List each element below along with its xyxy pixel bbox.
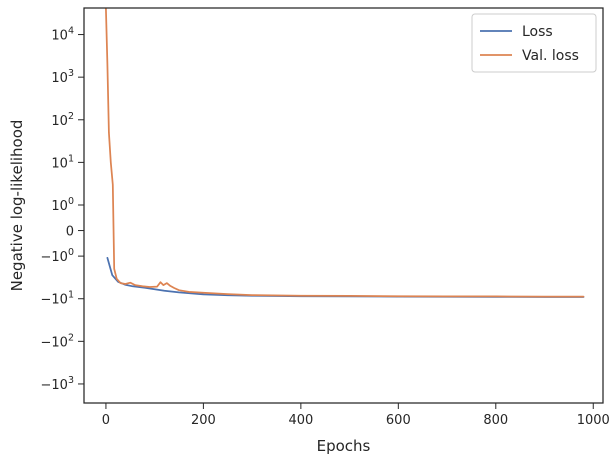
x-tick-label: 400 [288,413,313,428]
series-line-loss [106,257,585,298]
y-tick-label: 0 [66,225,74,240]
plot-frame [83,7,604,404]
x-axis-ticks: 0 200 400 600 800 1000 [102,403,610,428]
y-tick-label: 104 [51,26,74,44]
y-tick-label: −100 [41,247,74,265]
y-tick-label: −103 [41,375,74,393]
y-tick-label: 103 [51,68,74,86]
legend-label-loss: Loss [522,24,553,40]
x-tick-label: 600 [386,413,411,428]
y-tick-label: −102 [41,332,74,350]
y-tick-label: 100 [51,196,74,214]
x-axis-label: Epochs [317,437,371,455]
x-tick-label: 200 [191,413,216,428]
y-tick-label: 102 [51,111,74,129]
y-tick-label: 101 [51,153,74,171]
y-axis-ticks: 104 103 102 101 100 0 −100 −101 −102 −103 [41,26,84,393]
legend-label-val-loss: Val. loss [522,48,579,64]
y-axis-label: Negative log-likelihood [8,120,26,292]
y-tick-label: −101 [41,290,74,308]
x-tick-label: 1000 [577,413,610,428]
legend: Loss Val. loss [471,13,597,73]
series-line-val-loss [105,8,585,298]
series-lines [105,8,585,298]
x-tick-label: 800 [483,413,508,428]
legend-box [471,13,597,73]
x-tick-label: 0 [102,413,110,428]
